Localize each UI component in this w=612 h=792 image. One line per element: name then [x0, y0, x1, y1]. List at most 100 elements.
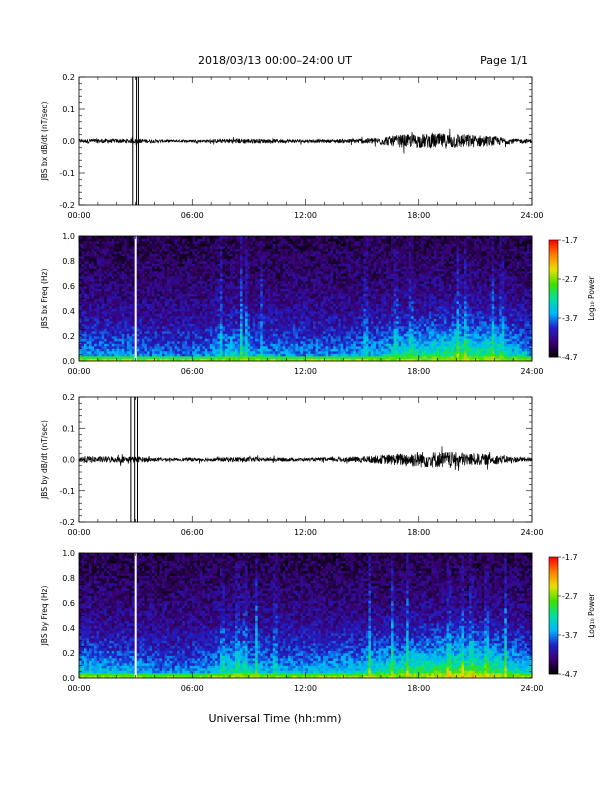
spectrogram-cell — [272, 331, 276, 334]
spectrogram-cell — [149, 328, 153, 332]
spectrogram-cell — [235, 273, 238, 277]
spectrogram-cell — [265, 293, 269, 297]
spectrogram-cell — [245, 293, 248, 297]
spectrogram-cell — [162, 301, 165, 304]
spectrogram-cell — [265, 316, 269, 319]
spectrogram-cell — [151, 283, 155, 287]
spectrogram-cell — [308, 321, 311, 324]
spectrogram-cell — [136, 298, 140, 302]
spectrogram-cell — [192, 271, 196, 274]
spectrogram-cell — [227, 313, 231, 317]
spectrogram-cell — [114, 238, 118, 242]
spectrogram-cell — [99, 306, 102, 309]
spectrogram-cell — [219, 323, 223, 327]
spectrogram-cell — [106, 316, 110, 319]
spectrogram-cell — [270, 256, 274, 259]
spectrogram-cell — [116, 311, 120, 314]
spectrogram-cell — [240, 338, 243, 342]
spectrogram-cell — [81, 273, 85, 277]
spectrogram-cell — [247, 268, 251, 272]
spectrogram-cell — [184, 256, 188, 259]
spectrogram-cell — [159, 321, 163, 324]
spectrogram-cell — [252, 343, 256, 347]
spectrogram-cell — [144, 251, 148, 254]
spectrogram-cell — [194, 256, 198, 259]
spectrogram-cell — [184, 258, 188, 262]
spectrogram-cell — [114, 278, 118, 282]
spectrogram-cell — [290, 278, 294, 282]
spectrogram-cell — [318, 261, 321, 264]
spectrogram-cell — [267, 263, 271, 267]
spectrogram-cell — [79, 358, 82, 362]
spectrogram-cell — [91, 311, 95, 314]
spectrogram-cell — [99, 256, 102, 259]
spectrogram-cell — [209, 238, 213, 242]
spectrogram-cell — [79, 258, 82, 262]
spectrogram-cell — [214, 336, 218, 339]
spectrogram-cell — [182, 313, 186, 317]
spectrogram-cell — [302, 323, 306, 327]
spectrogram-cell — [184, 286, 188, 289]
spectrogram-cell — [323, 353, 326, 357]
spectrogram-cell — [167, 283, 170, 287]
spectrogram-cell — [308, 353, 311, 357]
spectrogram-cell — [232, 313, 236, 317]
spectrogram-cell — [295, 321, 299, 324]
spectrogram-cell — [230, 318, 233, 322]
spectrogram-cell — [320, 336, 324, 339]
spectrogram-cell — [267, 311, 271, 314]
spectrogram-cell — [262, 303, 266, 307]
spectrogram-cell — [162, 343, 165, 347]
spectrogram-cell — [308, 286, 311, 289]
spectrogram-cell — [157, 251, 160, 254]
spectrogram-cell — [267, 343, 271, 347]
spectrogram-cell — [275, 266, 279, 269]
spectrogram-cells — [79, 236, 533, 362]
spectrogram-cell — [86, 261, 90, 264]
spectrogram-cell — [232, 276, 236, 279]
spectrogram-cell — [159, 258, 163, 262]
spectrogram-cell — [235, 261, 238, 264]
spectrogram-cell — [247, 266, 251, 269]
spectrogram-cell — [177, 328, 181, 332]
spectrogram-cell — [257, 333, 261, 337]
spectrogram-cell — [139, 276, 143, 279]
spectrogram-cell — [204, 273, 208, 277]
spectrogram-cell — [265, 353, 269, 357]
spectrogram-cell — [199, 303, 203, 307]
spectrogram-cell — [318, 253, 321, 257]
spectrogram-cell — [267, 258, 271, 262]
spectrogram-cell — [237, 278, 241, 282]
spectrogram-cell — [290, 331, 294, 334]
spectrogram-cell — [121, 341, 125, 344]
spectrogram-cell — [197, 356, 201, 359]
spectrogram-cell — [89, 346, 92, 349]
spectrogram-cell — [179, 261, 183, 264]
spectrogram-cell — [308, 276, 311, 279]
spectrogram-cell — [189, 288, 193, 292]
spectrogram-cell — [265, 321, 269, 324]
spectrogram-cell — [302, 246, 306, 249]
spectrogram-cell — [295, 296, 299, 299]
spectrogram-cell — [320, 288, 324, 292]
spectrogram-cell — [84, 258, 87, 262]
spectrogram-cell — [182, 323, 186, 327]
spectrogram-cell — [323, 278, 326, 282]
spectrogram-cell — [94, 286, 97, 289]
spectrogram-cell — [262, 326, 266, 329]
spectrogram-cell — [287, 301, 291, 304]
spectrogram-cell — [222, 258, 226, 262]
spectrogram-cell — [169, 346, 173, 349]
spectrogram-cell — [146, 251, 150, 254]
spectrogram-cell — [295, 306, 299, 309]
spectrogram-cell — [177, 306, 181, 309]
spectrogram-cell — [154, 333, 158, 337]
spectrogram-cell — [172, 248, 175, 252]
spectrogram-cell — [111, 281, 115, 284]
spectrogram-cell — [99, 236, 102, 239]
spectrogram-cell — [202, 298, 206, 302]
spectrogram-cell — [265, 261, 269, 264]
spectrogram-cell — [101, 336, 105, 339]
spectrogram-cell — [308, 283, 311, 287]
spectrogram-cell — [313, 353, 316, 357]
